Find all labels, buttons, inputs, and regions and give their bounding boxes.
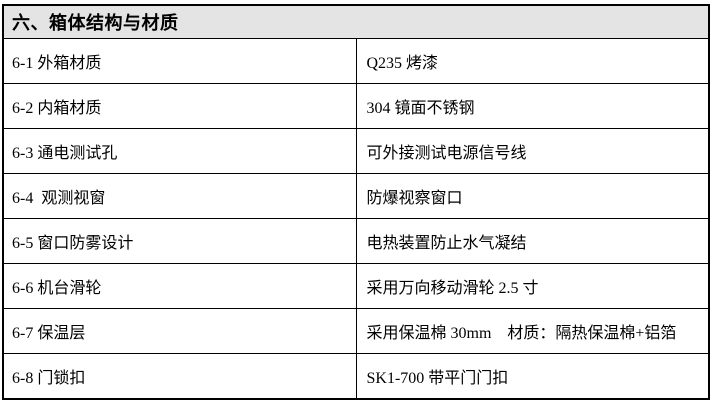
spec-value-cell: Q235 烤漆 xyxy=(355,38,710,84)
section-title: 六、箱体结构与材质 xyxy=(2,4,710,39)
table-row: 6-1 外箱材质 Q235 烤漆 xyxy=(2,38,710,84)
table-row: 6-6 机台滑轮 采用万向移动滑轮 2.5 寸 xyxy=(2,263,710,309)
spec-item-cell: 6-1 外箱材质 xyxy=(2,38,357,84)
spec-value-cell: 304 镜面不锈钢 xyxy=(355,83,710,129)
spec-table: 六、箱体结构与材质 6-1 外箱材质 Q235 烤漆 6-2 内箱材质 304 … xyxy=(2,4,710,400)
spec-value-cell: 可外接测试电源信号线 xyxy=(355,128,710,174)
spec-item-cell: 6-8 门锁扣 xyxy=(2,353,357,400)
spec-value-cell: 采用保温棉 30mm 材质：隔热保温棉+铝箔 xyxy=(355,308,710,354)
spec-item-cell: 6-5 窗口防雾设计 xyxy=(2,218,357,264)
spec-value-cell: SK1-700 带平门门扣 xyxy=(355,353,710,400)
spec-table-container: 六、箱体结构与材质 6-1 外箱材质 Q235 烤漆 6-2 内箱材质 304 … xyxy=(2,4,710,400)
spec-item-cell: 6-7 保温层 xyxy=(2,308,357,354)
spec-item-cell: 6-2 内箱材质 xyxy=(2,83,357,129)
spec-value-cell: 防爆视察窗口 xyxy=(355,173,710,219)
table-row: 6-3 通电测试孔 可外接测试电源信号线 xyxy=(2,128,710,174)
spec-value-cell: 电热装置防止水气凝结 xyxy=(355,218,710,264)
table-row: 6-5 窗口防雾设计 电热装置防止水气凝结 xyxy=(2,218,710,264)
table-row: 6-7 保温层 采用保温棉 30mm 材质：隔热保温棉+铝箔 xyxy=(2,308,710,354)
table-row: 6-8 门锁扣 SK1-700 带平门门扣 xyxy=(2,353,710,400)
spec-value-cell: 采用万向移动滑轮 2.5 寸 xyxy=(355,263,710,309)
table-row: 6-2 内箱材质 304 镜面不锈钢 xyxy=(2,83,710,129)
spec-item-cell: 6-3 通电测试孔 xyxy=(2,128,357,174)
spec-item-cell: 6-6 机台滑轮 xyxy=(2,263,357,309)
table-row: 6-4 观测视窗 防爆视察窗口 xyxy=(2,173,710,219)
table-header-row: 六、箱体结构与材质 xyxy=(2,4,710,39)
spec-item-cell: 6-4 观测视窗 xyxy=(2,173,357,219)
